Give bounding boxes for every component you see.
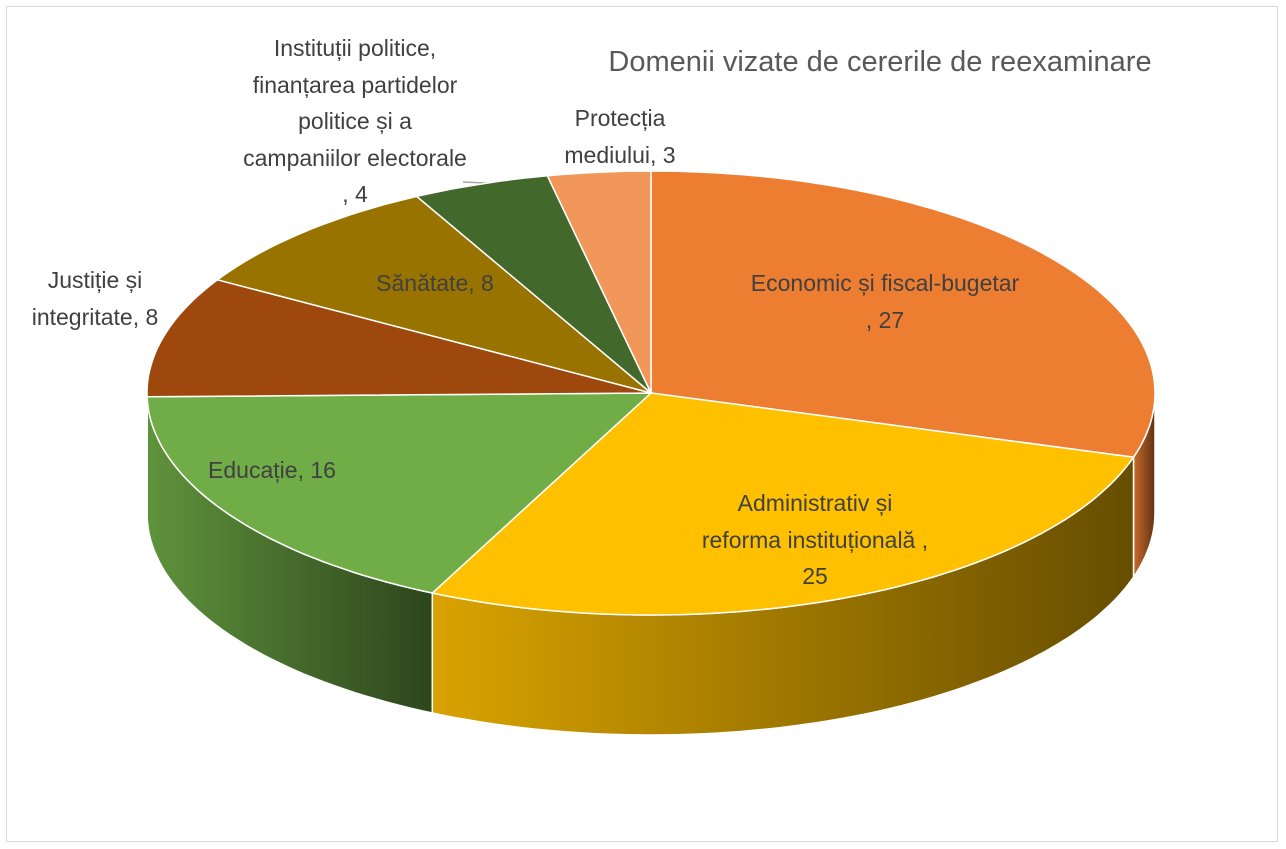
chart-title: Domenii vizate de cererile de reexaminar… [608, 46, 1152, 78]
chart-frame [6, 6, 1278, 842]
category-label: Protecția mediului [564, 105, 666, 168]
category-label: Sănătate [376, 270, 469, 296]
data-label: Justiție și integritate, 8 [8, 262, 183, 335]
slice [215, 195, 652, 394]
slice [415, 174, 652, 394]
category-label: Administrativ și reforma instituțională [701, 490, 922, 553]
category-label: Justiție și integritate [31, 267, 143, 330]
data-label: Sănătate, 8 [315, 265, 555, 302]
data-label: Educație, 16 [142, 452, 402, 489]
slice [146, 278, 652, 398]
slice [430, 392, 1135, 616]
slice [546, 170, 652, 394]
slice [146, 392, 653, 594]
data-label: Administrativ și reforma instituțională … [699, 485, 931, 595]
value-label: , 25 [802, 526, 929, 590]
category-label: Economic și fiscal-bugetar [750, 270, 1020, 296]
value-label: , 3 [650, 141, 676, 168]
value-label: , 27 [865, 306, 905, 333]
category-label: Instituții politice, finanțarea partidel… [243, 35, 467, 171]
value-label: , 16 [297, 457, 336, 483]
slice [650, 170, 1156, 459]
value-label: , 4 [342, 181, 368, 207]
value-label: , 8 [132, 303, 159, 330]
value-label: , 8 [468, 270, 494, 296]
data-label: Protecția mediului, 3 [535, 100, 705, 173]
category-label: Educație [208, 457, 298, 483]
data-label: Economic și fiscal-bugetar , 27 [750, 265, 1020, 338]
data-label: Instituții politice, finanțarea partidel… [239, 30, 471, 213]
